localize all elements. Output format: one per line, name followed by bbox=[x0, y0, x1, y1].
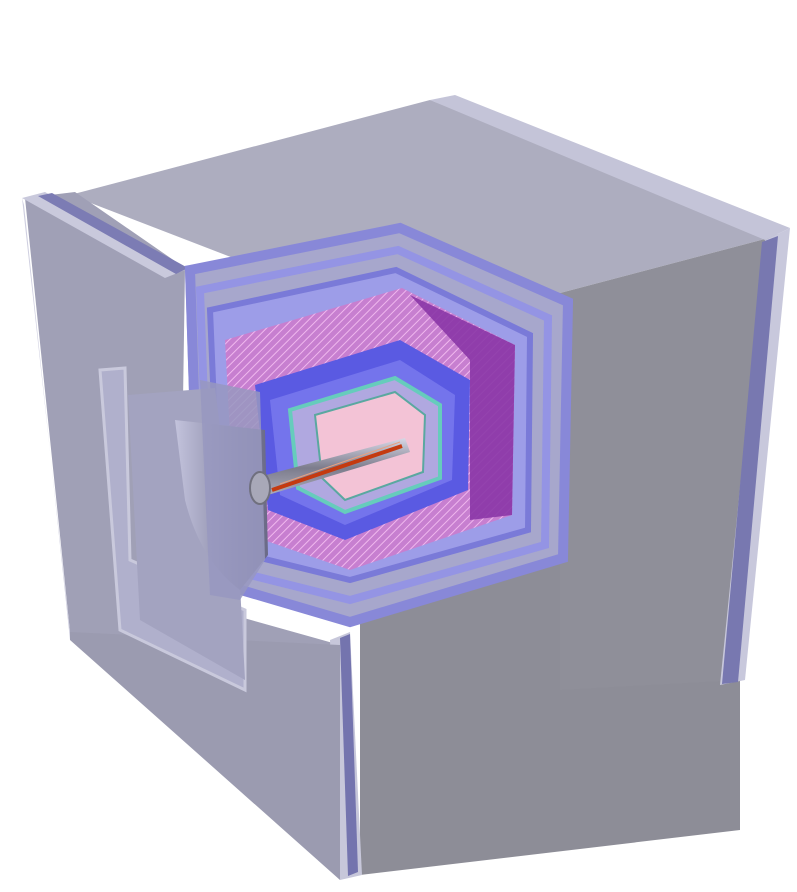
endcap-wall bbox=[200, 380, 265, 600]
right-panel-dark-stripe bbox=[722, 236, 778, 684]
outer-yoke bbox=[22, 95, 790, 880]
tracker bbox=[315, 392, 425, 500]
calorimeter-dark-region bbox=[410, 295, 515, 520]
beam-pipe-end bbox=[249, 471, 271, 505]
outer-top-face bbox=[70, 100, 780, 330]
beam-core-highlight bbox=[279, 441, 401, 485]
beam-core bbox=[271, 444, 403, 492]
cutaway-opening bbox=[98, 222, 574, 693]
right-panel-edge bbox=[430, 95, 790, 240]
left-panel-edge bbox=[22, 192, 185, 278]
outer-bottom-left-face bbox=[70, 632, 340, 880]
left-panel-edge-dark bbox=[38, 193, 188, 274]
front-corner-stripe bbox=[340, 634, 358, 876]
outer-right-upper-face bbox=[420, 235, 780, 690]
